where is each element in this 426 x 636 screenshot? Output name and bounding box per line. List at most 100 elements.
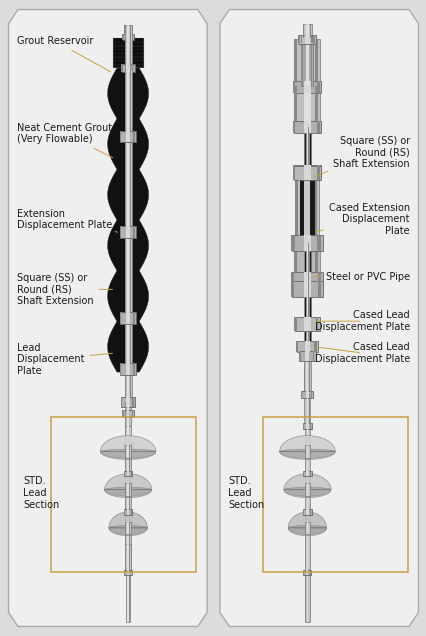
Bar: [127, 471, 129, 476]
Bar: [122, 410, 123, 417]
Bar: [300, 36, 313, 43]
Bar: [120, 312, 136, 324]
Bar: [294, 86, 296, 127]
Bar: [51, 417, 196, 572]
Bar: [309, 570, 310, 575]
Bar: [298, 351, 300, 361]
Bar: [306, 471, 308, 476]
Bar: [133, 226, 135, 238]
Polygon shape: [109, 512, 147, 534]
Bar: [124, 570, 132, 575]
Bar: [124, 25, 125, 35]
Text: Extension
Displacement Plate: Extension Displacement Plate: [17, 209, 117, 232]
Text: STD.
Lead
Section: STD. Lead Section: [228, 476, 264, 509]
Bar: [304, 426, 309, 571]
Bar: [293, 243, 296, 289]
Bar: [122, 34, 123, 40]
Bar: [302, 424, 311, 429]
Bar: [309, 24, 311, 38]
Bar: [119, 226, 121, 238]
Bar: [303, 166, 310, 180]
Bar: [124, 25, 125, 67]
Bar: [125, 483, 126, 496]
Bar: [125, 445, 126, 458]
Bar: [113, 38, 142, 39]
Bar: [127, 34, 129, 40]
Bar: [129, 426, 130, 445]
Bar: [305, 127, 308, 172]
Bar: [298, 35, 299, 44]
Bar: [127, 544, 129, 572]
Bar: [124, 68, 131, 375]
Bar: [127, 509, 129, 515]
Bar: [125, 483, 131, 496]
Bar: [292, 81, 295, 93]
Bar: [311, 391, 312, 398]
Bar: [290, 281, 294, 297]
Bar: [123, 442, 124, 448]
Bar: [317, 235, 320, 251]
Bar: [291, 272, 322, 287]
Bar: [303, 243, 304, 356]
Bar: [304, 317, 310, 331]
Bar: [303, 356, 310, 394]
Bar: [303, 121, 310, 133]
Bar: [133, 312, 135, 324]
Bar: [302, 509, 303, 515]
Bar: [133, 131, 135, 142]
Bar: [308, 426, 309, 571]
Bar: [290, 272, 294, 287]
Bar: [299, 173, 314, 243]
Bar: [299, 351, 315, 361]
Bar: [304, 426, 305, 571]
Bar: [293, 165, 320, 179]
Bar: [308, 243, 309, 356]
Bar: [303, 272, 311, 287]
Polygon shape: [279, 449, 334, 459]
Bar: [113, 64, 142, 65]
Bar: [316, 121, 319, 133]
Bar: [306, 356, 308, 394]
Bar: [305, 39, 308, 86]
Bar: [309, 509, 310, 515]
Bar: [302, 509, 311, 515]
Bar: [306, 426, 308, 571]
Bar: [298, 35, 315, 44]
Bar: [126, 312, 130, 324]
Polygon shape: [279, 436, 334, 458]
Text: Lead
Displacement
Plate: Lead Displacement Plate: [17, 343, 112, 376]
Bar: [316, 165, 319, 179]
Bar: [308, 445, 309, 458]
Bar: [316, 166, 319, 180]
Bar: [302, 424, 303, 429]
Bar: [125, 445, 131, 458]
Bar: [113, 57, 142, 58]
Bar: [132, 397, 133, 407]
Bar: [133, 363, 135, 375]
Polygon shape: [104, 487, 151, 497]
Bar: [300, 36, 302, 43]
Bar: [305, 243, 308, 356]
Polygon shape: [100, 436, 155, 458]
Bar: [121, 397, 122, 407]
Polygon shape: [109, 525, 147, 536]
Bar: [125, 445, 131, 571]
Bar: [291, 281, 322, 297]
Bar: [303, 86, 311, 127]
Bar: [113, 49, 142, 50]
Bar: [306, 243, 308, 356]
Polygon shape: [283, 487, 330, 497]
Bar: [316, 236, 319, 250]
Bar: [294, 39, 319, 86]
Polygon shape: [219, 10, 417, 626]
Bar: [126, 397, 130, 407]
Bar: [304, 341, 309, 352]
Bar: [303, 281, 311, 297]
Text: Square (SS) or
Round (RS)
Shaft Extension: Square (SS) or Round (RS) Shaft Extensio…: [314, 136, 409, 177]
Bar: [127, 25, 129, 67]
Bar: [305, 35, 309, 44]
Bar: [292, 166, 295, 180]
Bar: [127, 442, 129, 448]
Text: Square (SS) or
Round (RS)
Shaft Extension: Square (SS) or Round (RS) Shaft Extensio…: [17, 273, 112, 306]
Bar: [303, 81, 310, 93]
